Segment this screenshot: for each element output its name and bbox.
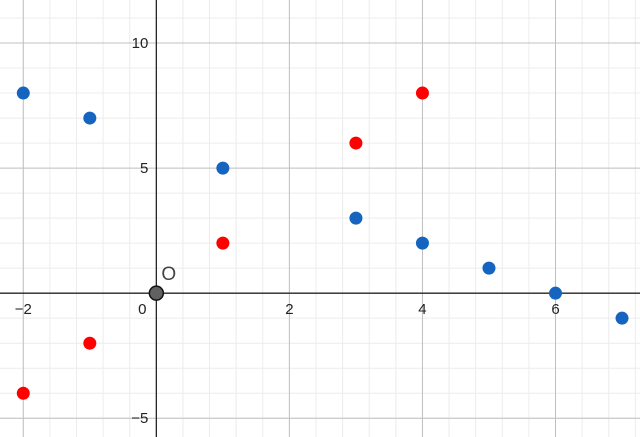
red-point xyxy=(16,386,30,400)
blue-point xyxy=(615,311,629,325)
x-tick-label: 4 xyxy=(418,301,426,318)
red-point xyxy=(83,336,97,350)
x-tick-label: 0 xyxy=(138,301,146,318)
blue-point xyxy=(415,236,429,250)
y-tick-label: −5 xyxy=(131,410,148,427)
tick-labels: −2 0 2 4 6 −5 5 10 xyxy=(15,35,560,427)
y-tick-label: 10 xyxy=(132,35,149,52)
red-point xyxy=(415,86,429,100)
red-point xyxy=(349,136,363,150)
origin-point xyxy=(148,285,165,301)
red-point xyxy=(216,236,230,250)
x-tick-label: 6 xyxy=(551,301,559,318)
blue-point xyxy=(482,261,496,275)
blue-point xyxy=(216,161,230,175)
y-tick-label: 5 xyxy=(140,160,148,177)
x-tick-label: 2 xyxy=(285,301,293,318)
points xyxy=(16,86,629,400)
blue-point xyxy=(83,111,97,125)
blue-point xyxy=(349,211,363,225)
blue-point xyxy=(549,286,563,300)
blue-point xyxy=(16,86,30,100)
origin-label: O xyxy=(161,264,176,285)
x-tick-label: −2 xyxy=(15,301,32,318)
